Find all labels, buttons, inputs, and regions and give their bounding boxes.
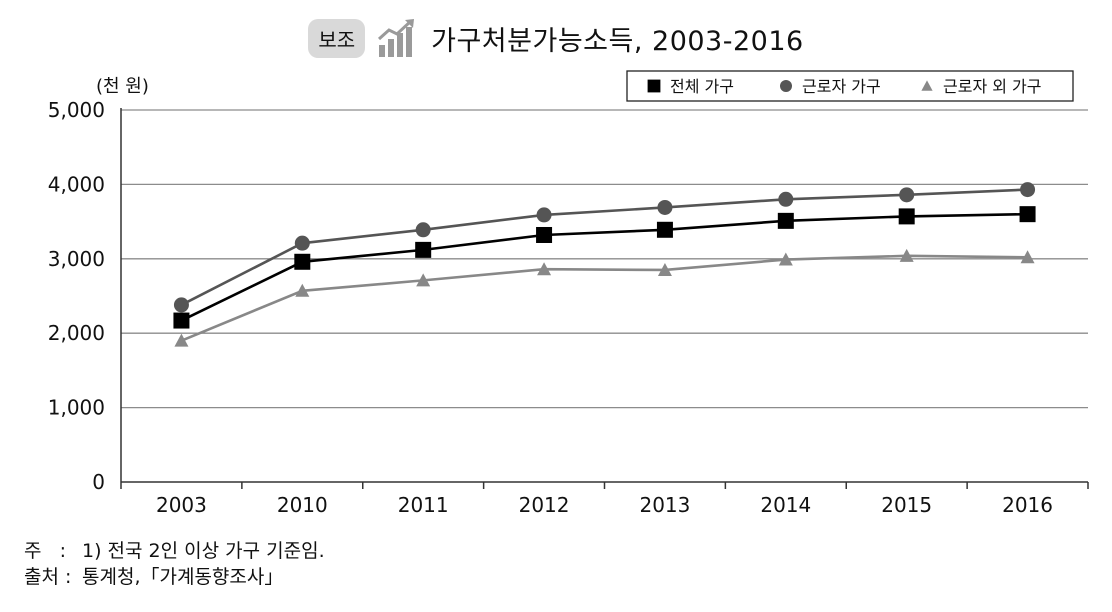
x-tick-label: 2014	[760, 493, 811, 517]
badge-label: 보조	[308, 18, 366, 58]
x-tick-label: 2016	[1002, 493, 1053, 517]
y-tick-label: 5,000	[48, 98, 105, 122]
gridlines	[121, 109, 1088, 409]
legend-label: 전체 가구	[670, 77, 734, 96]
x-tick-label: 2003	[156, 493, 207, 517]
square-marker	[647, 79, 661, 93]
note-row: 주 : 1) 전국 2인 이상 가구 기준임.	[24, 538, 325, 564]
legend-label: 근로자 외 가구	[943, 77, 1042, 96]
y-tick-label: 0	[92, 470, 105, 494]
triangle-marker	[537, 262, 552, 276]
y-tick-label: 2,000	[48, 321, 105, 345]
y-tick-label: 1,000	[48, 396, 105, 420]
series-line	[180, 254, 1028, 342]
circle-marker	[1020, 182, 1036, 198]
series-line	[180, 188, 1028, 307]
triangle-marker	[174, 333, 189, 347]
circle-marker	[415, 222, 431, 238]
square-marker	[536, 226, 553, 243]
chart-legend: 전체 가구 근로자 가구 근로자 외 가구	[626, 70, 1074, 102]
series-circle	[173, 182, 1036, 313]
triangle-marker	[295, 283, 310, 297]
triangle-marker	[899, 248, 914, 262]
circle-marker	[294, 235, 310, 251]
source-label: 출처 :	[24, 566, 72, 588]
legend-label: 근로자 가구	[802, 77, 881, 96]
circle-marker	[536, 207, 552, 223]
x-tick-label: 2012	[519, 493, 570, 517]
note-label: 주 :	[24, 540, 67, 562]
triangle-marker	[657, 262, 672, 276]
source-row: 출처 : 통계청,「가계동향조사」	[24, 564, 325, 590]
source-text: 통계청,「가계동향조사」	[82, 566, 284, 588]
square-marker	[1019, 206, 1036, 223]
square-marker	[777, 212, 794, 229]
chart-header: 보조 가구처분가능소득, 2003-2016	[0, 14, 1112, 62]
y-axis-unit-label: (천 원)	[96, 76, 149, 97]
square-marker	[173, 312, 190, 329]
circle-marker	[780, 80, 792, 92]
legend-box	[626, 70, 1074, 102]
triangle-marker	[416, 273, 431, 287]
series-line	[180, 212, 1028, 322]
chart-series	[173, 182, 1036, 347]
y-tick-label: 3,000	[48, 247, 105, 271]
square-marker	[415, 241, 432, 258]
x-axis: 2003 2010 2011 2012 2013 2014 2015 2016	[120, 108, 1089, 517]
x-tick-label: 2011	[398, 493, 449, 517]
note-text: 1) 전국 2인 이상 가구 기준임.	[82, 540, 325, 562]
circle-marker	[657, 199, 673, 215]
y-axis-ticks: 0 1,000 2,000 3,000 4,000 5,000	[48, 98, 105, 494]
square-marker	[656, 221, 673, 238]
triangle-marker	[778, 252, 793, 266]
triangle-marker	[921, 80, 933, 91]
y-tick-label: 4,000	[48, 172, 105, 196]
bar-chart-trend-icon	[378, 19, 415, 57]
x-tick-label: 2013	[639, 493, 690, 517]
triangle-marker	[1020, 250, 1035, 264]
series-triangle	[174, 248, 1035, 347]
footnotes: 주 : 1) 전국 2인 이상 가구 기준임. 출처 : 통계청,「가계동향조사…	[24, 538, 325, 590]
chart-title: 가구처분가능소득, 2003-2016	[431, 25, 804, 57]
square-marker	[898, 208, 915, 225]
x-tick-label: 2010	[277, 493, 328, 517]
circle-marker	[899, 187, 915, 203]
x-tick-label: 2015	[881, 493, 932, 517]
square-marker	[294, 253, 311, 270]
circle-marker	[778, 191, 794, 207]
circle-marker	[173, 297, 189, 313]
series-square	[173, 206, 1036, 329]
